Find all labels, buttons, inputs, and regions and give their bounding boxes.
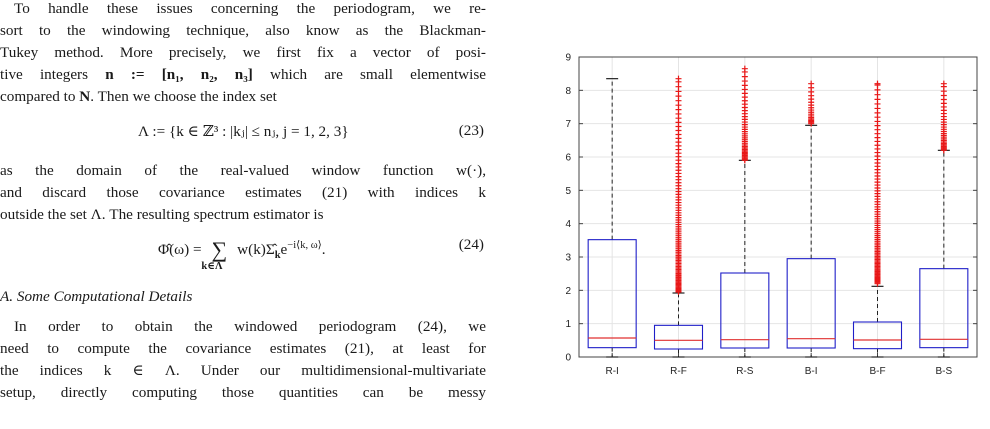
paragraph-2-line-3: outside the set Λ. The resulting spectru… [0,206,324,223]
x-tick-label: R-S [736,366,754,377]
x-tick-label: R-F [670,366,687,377]
outlier-marker [808,80,815,87]
outliers-R-F [675,75,682,295]
paragraph-1-line-3: Tukey method. More precisely, we first f… [0,44,486,61]
text-column: To handle these issues concerning the pe… [0,0,492,429]
box-B-S [919,268,969,349]
eq24-lhs: Φ̂(ω) = [158,241,202,258]
paragraph-3-line-4: setup, directly computing those quantiti… [0,384,486,401]
outliers-B-I [808,80,815,127]
box-B-F [852,321,903,350]
paragraph-1-line-4: tive integers n := [n₁, n₂, n₃] which ar… [0,66,486,83]
paragraph-3-line-2: need to compute the covariance estimates… [0,340,486,357]
y-tick-label: 5 [565,186,571,197]
box-R-I [587,239,637,349]
outliers-B-S [940,80,947,154]
paragraph-3-line-3: the indices k ∈ Λ. Under our multidimens… [0,362,486,379]
x-tick-label: B-S [935,366,952,377]
y-tick-label: 2 [565,286,571,297]
paragraph-2-line-1: as the domain of the real-valued window … [0,162,486,179]
y-tick-label: 0 [565,353,571,364]
section-heading: A. Some Computational Details [0,288,193,305]
paragraph-1-line-1: To handle these issues concerning the pe… [14,0,486,17]
outliers-R-S [741,65,748,164]
x-tick-label: R-I [605,366,618,377]
outliers-B-F [874,80,881,287]
x-tick-label: B-F [869,366,885,377]
y-tick-label: 6 [565,153,571,164]
eq24-rhs: w(k)Σ̂ke−i⟨k, ω⟩. [237,239,326,262]
eq24-sum: ∑ k∈Λ [201,237,228,272]
box-R-S [720,272,770,349]
equation-23: Λ := {k ∈ ℤ³ : |kⱼ| ≤ nⱼ, j = 1, 2, 3} [138,123,349,140]
y-tick-label: 4 [565,219,571,230]
x-tick-label: B-I [805,366,818,377]
paragraph-1-line-5: compared to N. Then we choose the index … [0,88,277,105]
y-tick-label: 3 [565,253,571,264]
outlier-marker [675,75,682,82]
paragraph-1-line-2: sort to the windowing technique, also kn… [0,22,486,39]
y-tick-label: 7 [565,119,571,130]
equation-23-number: (23) [458,122,484,139]
boxplot-chart: 0 1 2 3 4 5 6 7 8 9 R-I R-F R-S B-I B-F B-S [565,53,978,377]
outlier-marker [940,80,947,87]
y-tick-label: 1 [565,319,571,330]
equation-24: Φ̂(ω) = ∑ k∈Λ w(k)Σ̂ke−i⟨k, ω⟩. [158,234,326,274]
plot-frame [578,56,978,358]
equation-24-number: (24) [458,236,484,253]
box-R-F [653,324,704,350]
box-B-I [786,258,836,349]
outlier-marker [874,80,881,87]
y-tick-label: 9 [565,53,571,64]
y-tick-label: 8 [565,86,571,97]
paragraph-2-line-2: and discard those covariance estimates (… [0,184,486,201]
outlier-marker [741,65,748,72]
figure-column: 0 1 2 3 4 5 6 7 8 9 R-I R-F R-S B-I B-F B-S [510,0,990,429]
paragraph-3-line-1: In order to obtain the windowed periodog… [14,318,486,335]
